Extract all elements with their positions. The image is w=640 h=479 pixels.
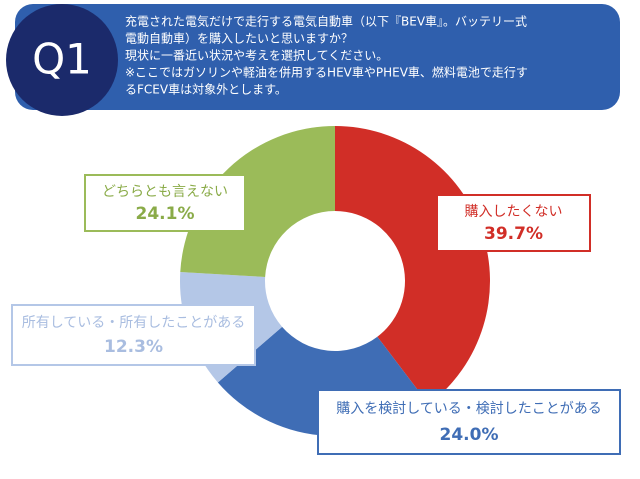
slice-label: どちらとも言えない	[102, 184, 228, 200]
header-banner	[15, 4, 620, 110]
value-label: 24.1%	[136, 204, 195, 224]
value-label: 24.0%	[440, 425, 499, 445]
question-line: るFCEV車は対象外とします。	[125, 83, 287, 97]
badge: Q1	[32, 35, 92, 84]
label-box	[436, 194, 591, 252]
question-line: 現状に一番近い状況や考えを選択してください。	[125, 48, 388, 63]
question-line: 充電された電気だけで走行する電気自動車（以下『BEV車』。バッテリー式	[125, 14, 527, 29]
slice-label: 購入したくない	[465, 204, 563, 220]
label-box	[11, 304, 256, 366]
slice-label: 所有している・所有したことがある	[22, 315, 246, 331]
question-line: ※ここではガソリンや軽油を併用するHEV車やPHEV車、燃料電池で走行す	[125, 65, 528, 80]
slice-label: 購入を検討している・検討したことがある	[336, 401, 602, 417]
label-box	[317, 389, 621, 455]
question-line: 電動自動車）を購入したいと思いますか？	[125, 32, 353, 46]
value-label: 12.3%	[104, 337, 163, 357]
label-box	[84, 174, 246, 232]
donut-slice	[180, 126, 335, 277]
value-label: 39.7%	[484, 224, 543, 244]
badge-circle	[6, 4, 118, 116]
